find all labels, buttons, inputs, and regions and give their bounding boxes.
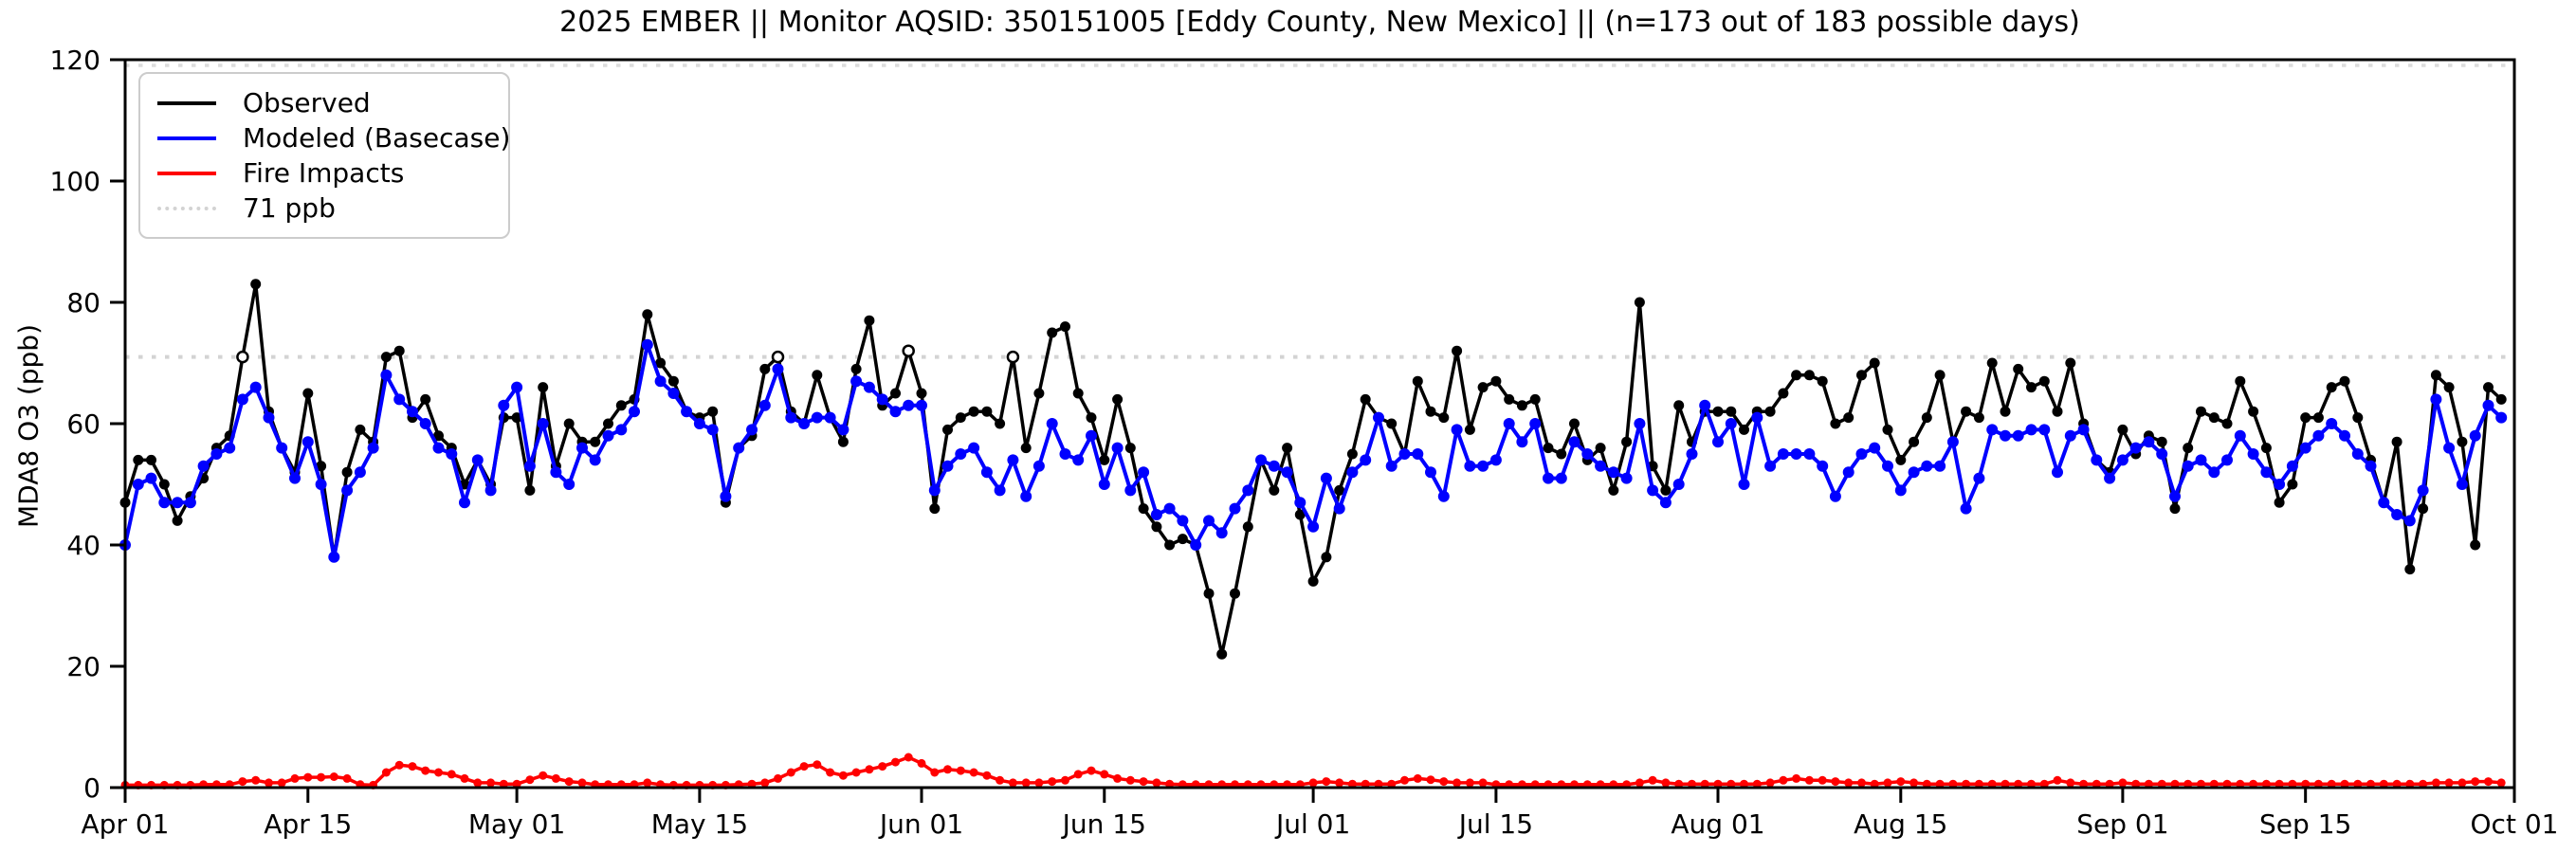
- svg-text:Apr 01: Apr 01: [82, 808, 170, 840]
- svg-text:80: 80: [66, 287, 100, 318]
- reference-line-71ppb: [125, 64, 2514, 359]
- svg-text:Aug 15: Aug 15: [1854, 808, 1947, 840]
- legend-label-threshold: 71 ppb: [243, 192, 336, 224]
- svg-text:40: 40: [66, 530, 100, 561]
- y-axis-label: MDA8 O3 (ppb): [12, 323, 45, 529]
- svg-text:120: 120: [50, 45, 100, 76]
- observed-line-icon: [157, 100, 216, 105]
- threshold-line-icon: [157, 206, 216, 210]
- legend-item-observed: Observed: [157, 85, 491, 120]
- svg-text:Aug 01: Aug 01: [1671, 808, 1764, 840]
- svg-text:60: 60: [66, 408, 100, 440]
- svg-text:May 01: May 01: [468, 808, 565, 840]
- legend-label-observed: Observed: [243, 87, 371, 118]
- svg-text:Sep 01: Sep 01: [2076, 808, 2168, 840]
- svg-text:Jul 01: Jul 01: [1274, 808, 1350, 840]
- fire-line-icon: [157, 171, 216, 175]
- series-modeled-basecase: [119, 338, 2508, 563]
- svg-text:Jul 15: Jul 15: [1457, 808, 1533, 840]
- series-observed: [119, 279, 2507, 660]
- legend: Observed Modeled (Basecase) Fire Impacts…: [138, 72, 510, 239]
- legend-item-fire: Fire Impacts: [157, 155, 491, 191]
- svg-text:100: 100: [50, 166, 100, 197]
- svg-text:Sep 15: Sep 15: [2259, 808, 2351, 840]
- series-fire-impacts: [120, 753, 2506, 789]
- legend-item-threshold: 71 ppb: [157, 191, 491, 226]
- svg-text:Jun 01: Jun 01: [878, 808, 963, 840]
- svg-text:0: 0: [83, 772, 100, 804]
- legend-label-fire: Fire Impacts: [243, 157, 405, 189]
- svg-text:Apr 15: Apr 15: [264, 808, 352, 840]
- svg-text:Jun 15: Jun 15: [1061, 808, 1146, 840]
- modeled-line-icon: [157, 136, 216, 140]
- svg-text:Oct 01: Oct 01: [2471, 808, 2559, 840]
- legend-label-modeled: Modeled (Basecase): [243, 122, 511, 154]
- chart-title: 2025 EMBER || Monitor AQSID: 350151005 […: [559, 6, 2080, 39]
- legend-item-modeled: Modeled (Basecase): [157, 120, 510, 155]
- x-axis-ticks: Apr 01 Apr 15 May 01 May 15 Jun 01 Jun 1…: [82, 788, 2559, 840]
- y-axis-ticks: 0 20 40 60 80 100 120: [50, 45, 125, 804]
- svg-text:20: 20: [66, 651, 100, 682]
- svg-text:May 15: May 15: [651, 808, 748, 840]
